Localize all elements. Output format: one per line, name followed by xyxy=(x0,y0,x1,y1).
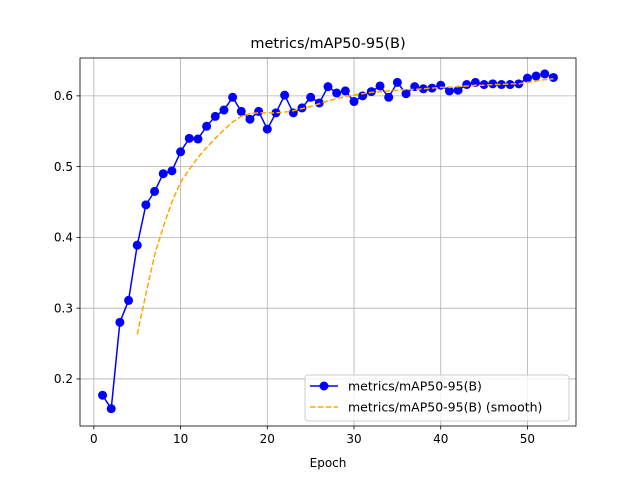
x-tick-label: 10 xyxy=(173,432,188,446)
data-point xyxy=(522,73,532,83)
y-tick-label: 0.6 xyxy=(54,89,73,103)
legend-label-smooth: metrics/mAP50-95(B) (smooth) xyxy=(348,400,542,415)
data-point xyxy=(323,82,333,92)
data-point xyxy=(453,85,463,95)
data-point xyxy=(496,80,506,90)
y-tick-label: 0.4 xyxy=(54,231,73,245)
legend-box xyxy=(304,374,570,422)
data-point xyxy=(418,84,428,94)
x-tick-label: 40 xyxy=(433,432,448,446)
y-tick-label: 0.3 xyxy=(54,301,73,315)
data-point xyxy=(167,166,177,176)
data-point xyxy=(462,80,472,90)
data-point xyxy=(132,240,142,250)
data-point xyxy=(306,92,316,102)
data-point xyxy=(488,79,498,89)
data-point xyxy=(115,317,125,327)
data-point xyxy=(262,124,272,134)
data-point xyxy=(124,295,134,305)
data-point xyxy=(340,86,350,96)
data-point xyxy=(202,121,212,131)
plot-area: 0 10 20 30 40 50 0.2 0.3 0.4 0.5 0.6 xyxy=(54,57,577,446)
data-point xyxy=(436,80,446,90)
data-point xyxy=(332,88,342,98)
data-point xyxy=(540,69,550,79)
y-tick-label: 0.2 xyxy=(54,372,73,386)
data-point xyxy=(505,80,515,90)
data-point xyxy=(141,200,151,210)
data-point xyxy=(158,169,168,179)
data-point xyxy=(176,147,186,157)
data-point xyxy=(228,92,238,102)
y-tick-label: 0.5 xyxy=(54,160,73,174)
data-point xyxy=(210,111,220,121)
data-point xyxy=(254,106,264,116)
data-point xyxy=(375,81,385,91)
data-point xyxy=(280,90,290,100)
data-point xyxy=(271,108,281,118)
data-point xyxy=(392,77,402,87)
x-axis-label: Epoch xyxy=(310,456,347,470)
data-point xyxy=(106,404,116,414)
x-tick-label: 20 xyxy=(260,432,275,446)
series-line-smooth xyxy=(136,78,554,335)
data-point xyxy=(193,134,203,144)
x-tick-label: 0 xyxy=(90,432,98,446)
data-point xyxy=(184,133,194,143)
data-point xyxy=(548,72,558,82)
data-point xyxy=(384,92,394,102)
data-point xyxy=(444,86,454,96)
chart-title: metrics/mAP50-95(B) xyxy=(250,36,405,52)
x-tick-label: 30 xyxy=(346,432,361,446)
data-point xyxy=(470,77,480,87)
data-point xyxy=(401,89,411,99)
legend-label-raw: metrics/mAP50-95(B) xyxy=(348,379,482,394)
legend-marker-raw xyxy=(319,381,329,391)
legend: metrics/mAP50-95(B) metrics/mAP50-95(B) … xyxy=(304,374,570,422)
data-point xyxy=(531,71,541,81)
axes-frame xyxy=(79,57,577,427)
data-point xyxy=(236,106,246,116)
data-point xyxy=(98,390,108,400)
data-point xyxy=(349,97,359,107)
data-point xyxy=(245,114,255,124)
data-point xyxy=(150,186,160,196)
x-tick-label: 50 xyxy=(520,432,535,446)
data-point xyxy=(219,105,229,115)
